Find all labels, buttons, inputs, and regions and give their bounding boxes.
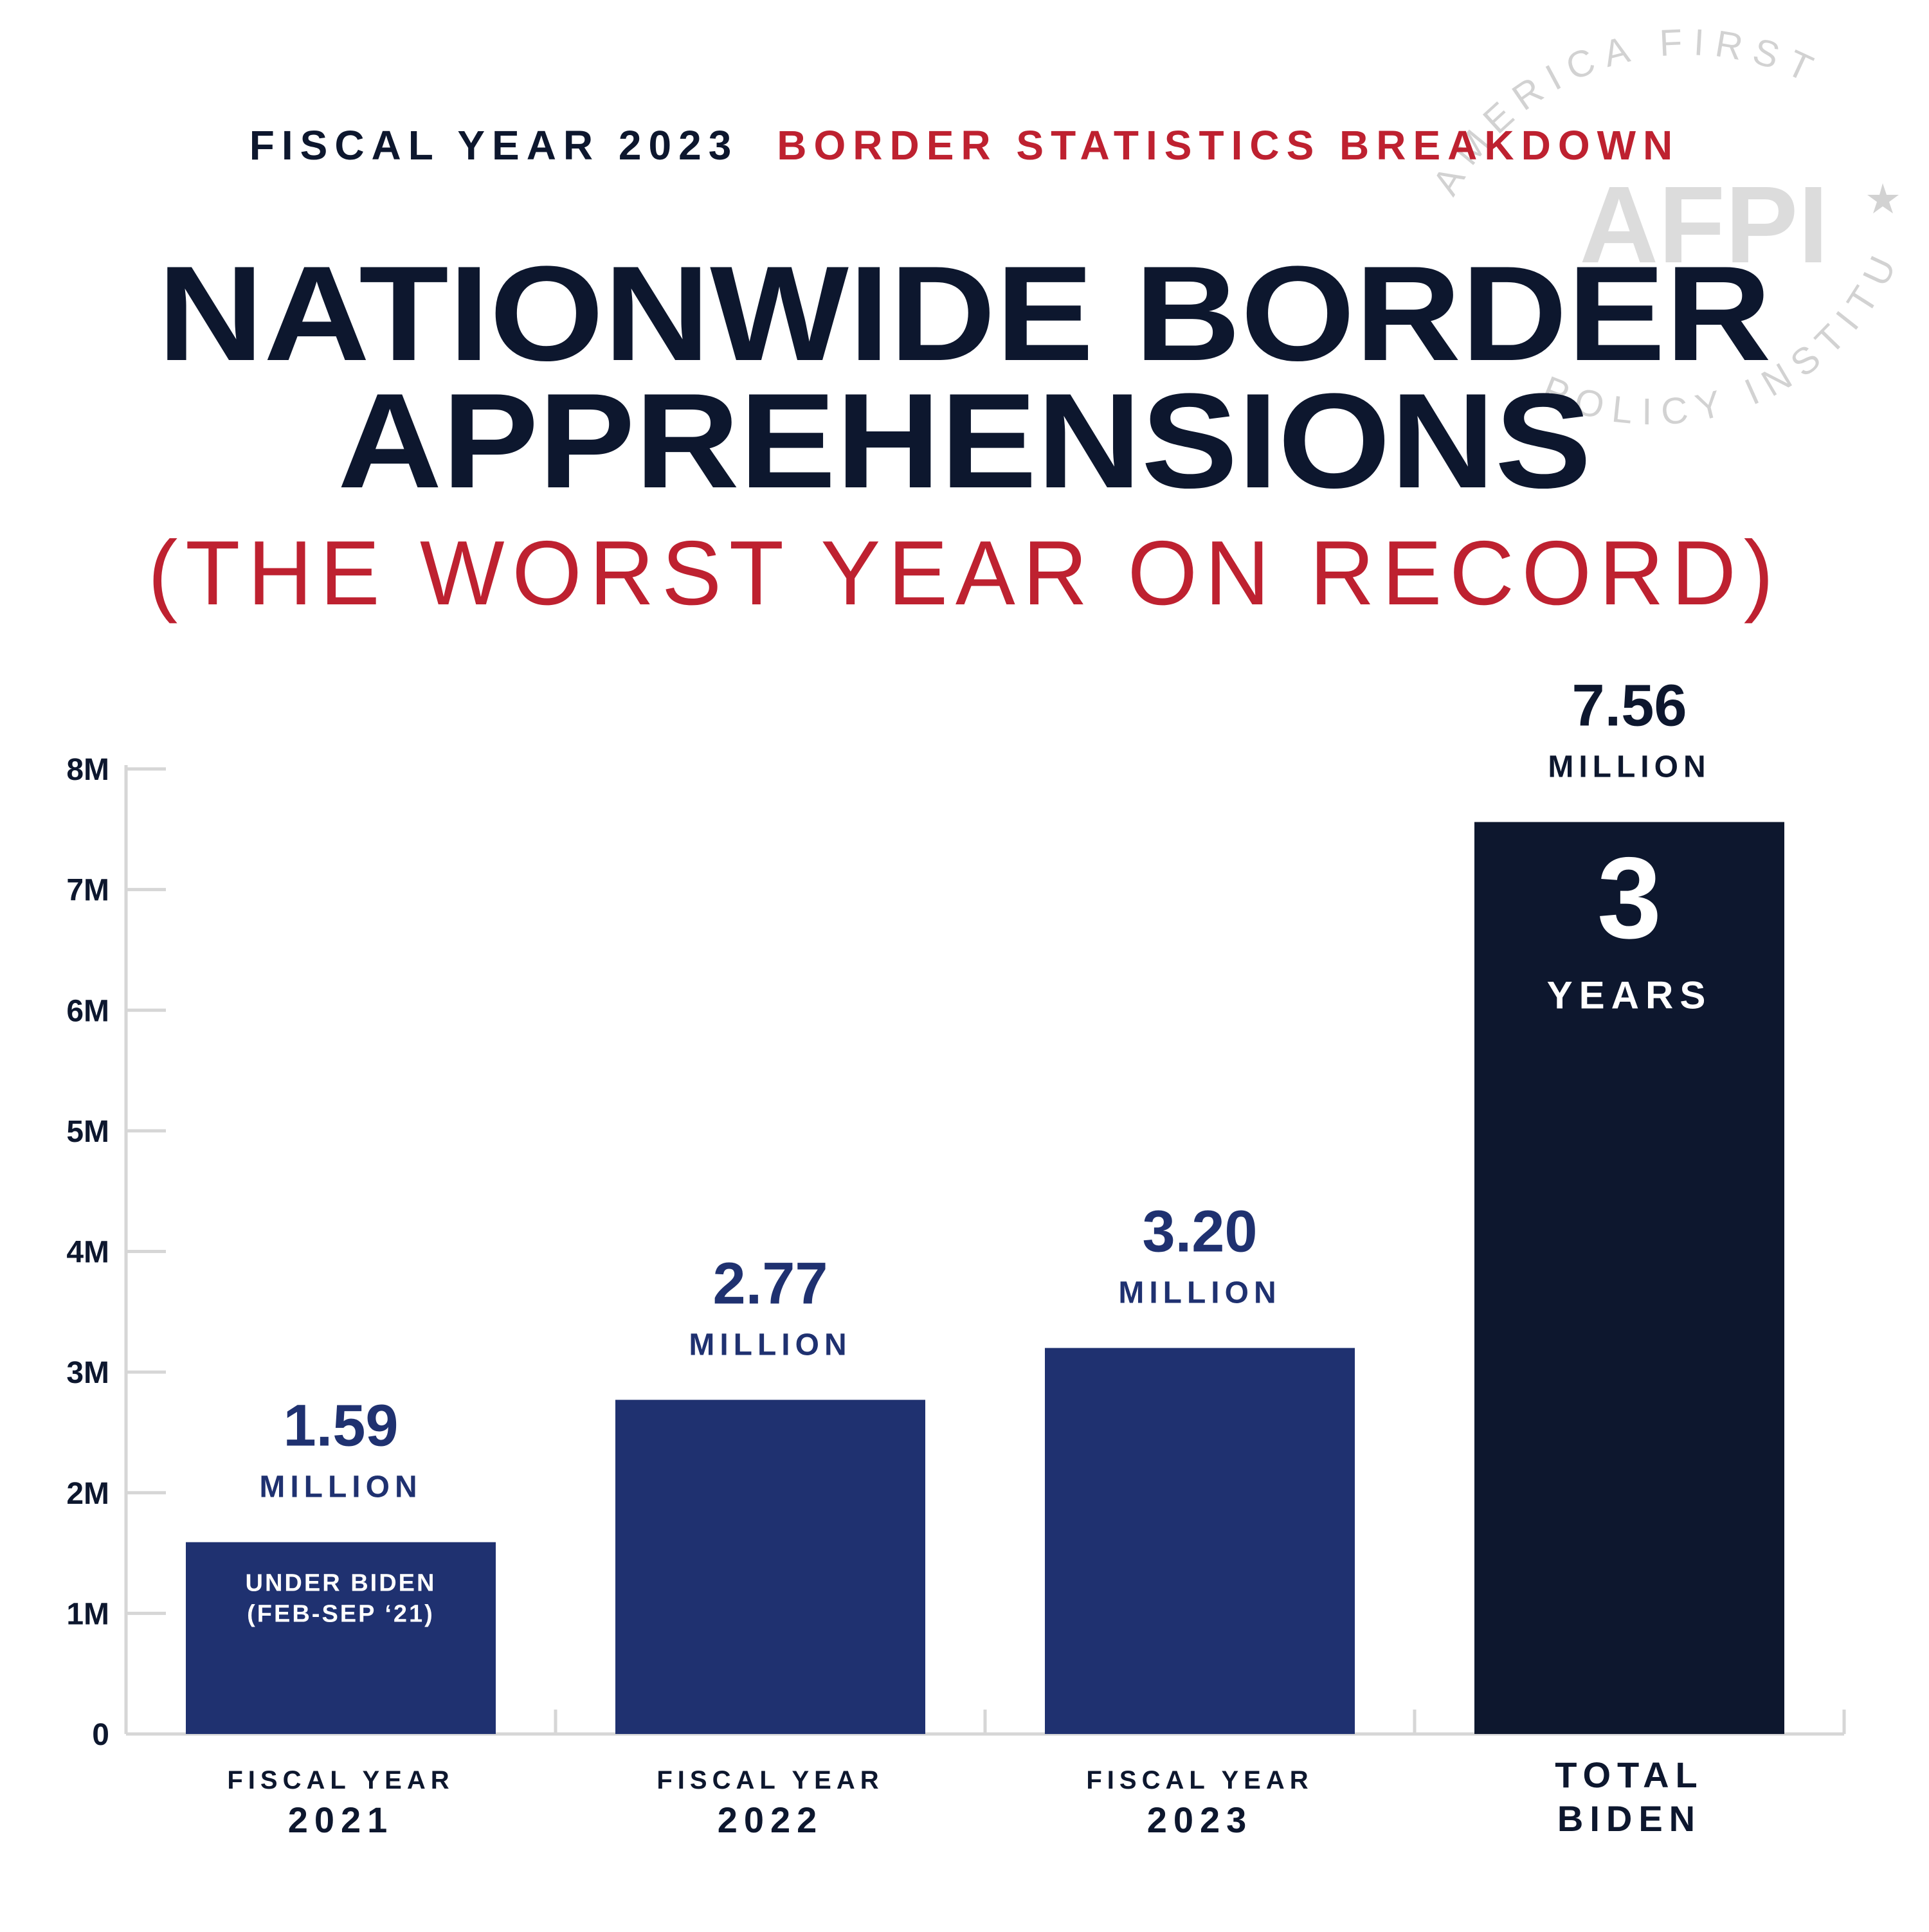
header-kicker-left: FISCAL YEAR 2023 [249,122,739,168]
category-label-bottom-fy2022: 2022 [718,1800,824,1840]
y-tick-label: 2M [66,1477,109,1511]
category-label-top-fy2022: FISCAL YEAR [657,1766,883,1794]
bar-group-fy2022: 2.77 MILLION FISCAL YEAR 2022 [615,1250,925,1840]
category-label-bottom-total: BIDEN [1557,1798,1701,1839]
y-tick-label: 1M [66,1597,109,1631]
unit-label-fy2023: MILLION [1118,1276,1281,1310]
value-label-fy2021: 1.59 [283,1393,398,1459]
category-label-top-fy2021: FISCAL YEAR [227,1766,454,1794]
unit-label-fy2021: MILLION [259,1470,422,1504]
bar-total-biden [1474,822,1784,1734]
star-icon [1867,183,1899,213]
bar-inner-years-label: YEARS [1547,974,1712,1017]
bar-group-fy2023: 3.20 MILLION FISCAL YEAR 2023 [1045,1199,1355,1840]
bar-note-line2-fy2021: (FEB-SEP ‘21) [247,1601,435,1628]
category-label-bottom-fy2021: 2021 [288,1800,394,1840]
value-label-fy2023: 3.20 [1142,1199,1257,1265]
header-kicker-right: BORDER STATISTICS BREAKDOWN [777,122,1680,168]
category-label-bottom-fy2023: 2023 [1147,1800,1253,1840]
bar-group-fy2021: 1.59 MILLION UNDER BIDEN (FEB-SEP ‘21) F… [186,1393,496,1840]
bar-group-total-biden: 7.56 MILLION 3 YEARS TOTAL BIDEN [1474,673,1784,1839]
category-label-top-fy2023: FISCAL YEAR [1086,1766,1313,1794]
bar-inner-big-number: 3 [1597,834,1662,963]
y-tick-label: 6M [66,994,109,1028]
y-tick-label: 8M [66,753,109,787]
y-tick-label: 3M [66,1356,109,1390]
bar-fy2022 [615,1400,925,1734]
page-subtitle: (THE WORST YEAR ON RECORD) [148,522,1781,624]
y-tick-labels: 0 1M 2M 3M 4M 5M 6M 7M 8M [66,753,109,1752]
category-label-top-total: TOTAL [1555,1755,1703,1795]
page-title-line-1: NATIONWIDE BORDER [158,238,1771,389]
unit-label-total-biden: MILLION [1548,750,1710,784]
unit-label-fy2022: MILLION [689,1328,851,1362]
y-tick-label: 0 [92,1718,109,1752]
y-tick-label: 5M [66,1115,109,1149]
page-title-line-2: APPREHENSIONS [338,365,1591,516]
bar-note-line1-fy2021: UNDER BIDEN [246,1570,437,1597]
y-tick-label: 4M [66,1236,109,1270]
seal-monogram: AFPI [1579,164,1828,286]
value-label-total-biden: 7.56 [1571,673,1687,739]
bar-fy2023 [1045,1348,1355,1734]
header-kicker: FISCAL YEAR 2023 BORDER STATISTICS BREAKD… [249,122,1680,168]
bar-fy2021 [186,1542,496,1734]
y-tick-label: 7M [66,874,109,908]
value-label-fy2022: 2.77 [712,1250,828,1316]
